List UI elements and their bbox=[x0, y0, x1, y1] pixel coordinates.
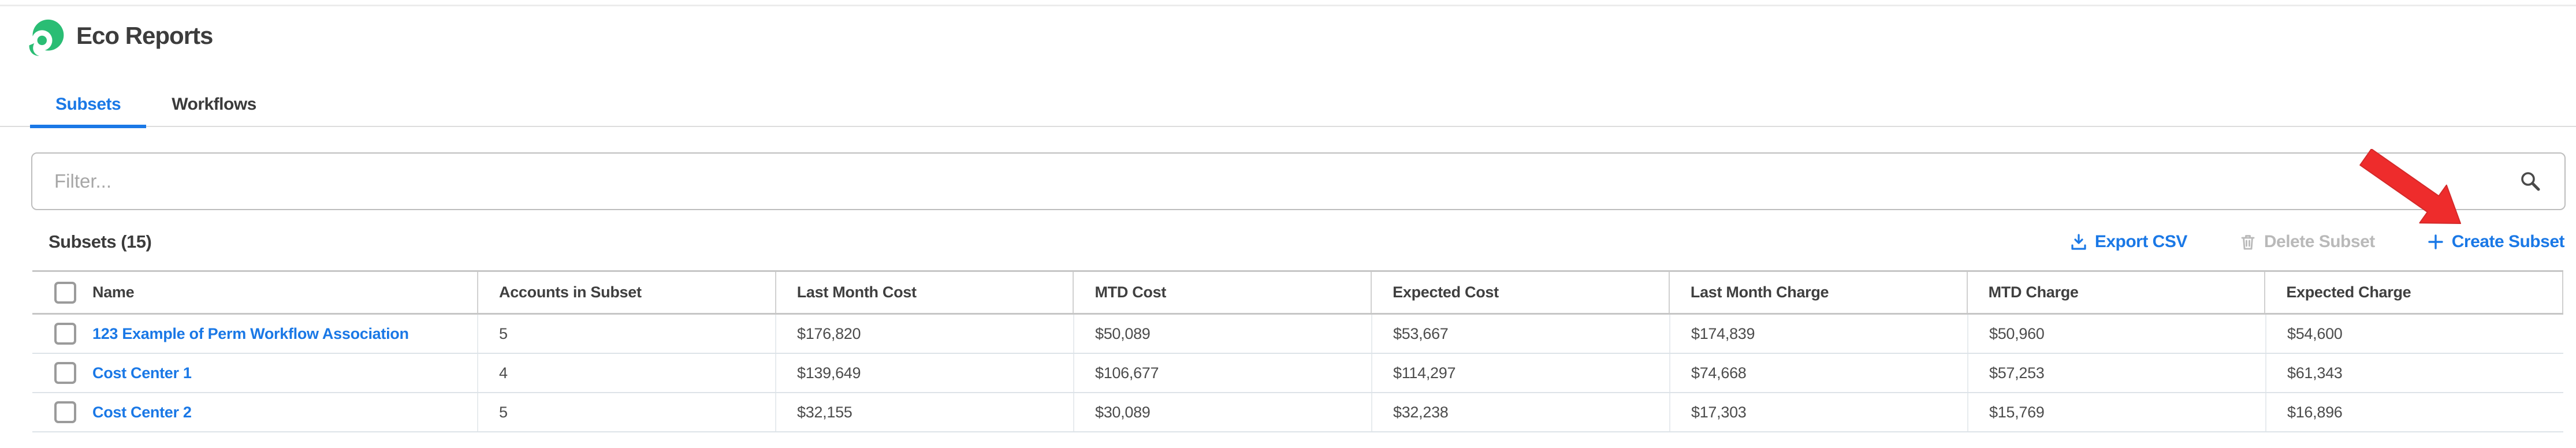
column-header-last-month-cost: Last Month Cost bbox=[775, 272, 1073, 313]
tab-workflows[interactable]: Workflows bbox=[172, 95, 256, 114]
search-icon[interactable] bbox=[2519, 170, 2541, 192]
cell-last-month-charge: $74,668 bbox=[1669, 354, 1967, 392]
cell-last-month-cost: $176,820 bbox=[775, 315, 1073, 353]
cell-mtd-charge: $57,253 bbox=[1967, 354, 2265, 392]
filter-container bbox=[31, 152, 2566, 210]
row-checkbox[interactable] bbox=[54, 401, 76, 423]
cell-last-month-charge: $174,839 bbox=[1669, 315, 1967, 353]
trash-icon bbox=[2239, 233, 2257, 251]
subset-name-link[interactable]: 123 Example of Perm Workflow Association bbox=[92, 324, 409, 342]
cell-mtd-cost: $30,089 bbox=[1073, 393, 1371, 431]
subset-name-link[interactable]: Cost Center 2 bbox=[92, 403, 192, 421]
column-header-expected-cost: Expected Cost bbox=[1371, 272, 1669, 313]
eco-logo-icon bbox=[28, 18, 67, 57]
name-cell: 123 Example of Perm Workflow Association bbox=[32, 315, 477, 353]
top-divider bbox=[0, 5, 2576, 6]
column-header-mtd-charge: MTD Charge bbox=[1966, 272, 2265, 313]
page-title: Eco Reports bbox=[76, 22, 213, 49]
tab-subsets[interactable]: Subsets bbox=[30, 87, 147, 128]
subset-name-link[interactable]: Cost Center 1 bbox=[92, 364, 192, 382]
cell-mtd-charge: $50,960 bbox=[1967, 315, 2265, 353]
column-header-accounts-in-subset: Accounts in Subset bbox=[477, 272, 775, 313]
cell-expected-charge: $54,600 bbox=[2265, 315, 2563, 353]
row-checkbox[interactable] bbox=[54, 362, 76, 384]
table-row: Cost Center 2 5 $32,155 $30,089 $32,238 … bbox=[32, 393, 2563, 432]
cell-expected-cost: $32,238 bbox=[1371, 393, 1669, 431]
name-cell: Cost Center 2 bbox=[32, 393, 477, 431]
download-icon bbox=[2070, 233, 2087, 251]
cell-last-month-cost: $32,155 bbox=[775, 393, 1073, 431]
cell-mtd-charge: $15,769 bbox=[1967, 393, 2265, 431]
delete-subset-label: Delete Subset bbox=[2264, 232, 2375, 251]
table-row: Cost Center 1 4 $139,649 $106,677 $114,2… bbox=[32, 354, 2563, 393]
export-csv-label: Export CSV bbox=[2094, 232, 2188, 251]
subsets-table: Name Accounts in Subset Last Month Cost … bbox=[32, 270, 2564, 432]
column-header-name: Name bbox=[92, 283, 135, 301]
cell-last-month-charge: $17,303 bbox=[1669, 393, 1967, 431]
column-header-expected-charge: Expected Charge bbox=[2264, 272, 2564, 313]
action-buttons: Export CSV Delete Subset Create Subse bbox=[2070, 232, 2565, 252]
select-all-checkbox[interactable] bbox=[54, 281, 76, 304]
cell-last-month-cost: $139,649 bbox=[775, 354, 1073, 392]
delete-subset-button[interactable]: Delete Subset bbox=[2239, 232, 2375, 252]
subsets-count-heading: Subsets (15) bbox=[49, 232, 152, 252]
export-csv-button[interactable]: Export CSV bbox=[2070, 232, 2187, 252]
create-subset-button[interactable]: Create Subset bbox=[2427, 232, 2565, 252]
plus-icon bbox=[2427, 233, 2444, 251]
tab-bar: Subsets Workflows bbox=[0, 87, 2576, 128]
column-header-last-month-charge: Last Month Charge bbox=[1668, 272, 1967, 313]
cell-mtd-cost: $106,677 bbox=[1073, 354, 1371, 392]
cell-expected-cost: $114,297 bbox=[1371, 354, 1669, 392]
cell-expected-charge: $16,896 bbox=[2265, 393, 2563, 431]
filter-input[interactable] bbox=[31, 152, 2566, 210]
row-checkbox[interactable] bbox=[54, 323, 76, 345]
cell-mtd-cost: $50,089 bbox=[1073, 315, 1371, 353]
create-subset-label: Create Subset bbox=[2451, 232, 2565, 251]
cell-expected-cost: $53,667 bbox=[1371, 315, 1669, 353]
table-row: 123 Example of Perm Workflow Association… bbox=[32, 315, 2563, 354]
table-header-row: Name Accounts in Subset Last Month Cost … bbox=[32, 270, 2564, 315]
cell-accounts-in-subset: 5 bbox=[477, 393, 775, 431]
column-header-name-cell: Name bbox=[32, 272, 477, 313]
column-header-mtd-cost: MTD Cost bbox=[1073, 272, 1371, 313]
cell-accounts-in-subset: 4 bbox=[477, 354, 775, 392]
list-header: Subsets (15) Export CSV Delete Subset bbox=[32, 225, 2565, 259]
cell-expected-charge: $61,343 bbox=[2265, 354, 2563, 392]
cell-accounts-in-subset: 5 bbox=[477, 315, 775, 353]
name-cell: Cost Center 1 bbox=[32, 354, 477, 392]
